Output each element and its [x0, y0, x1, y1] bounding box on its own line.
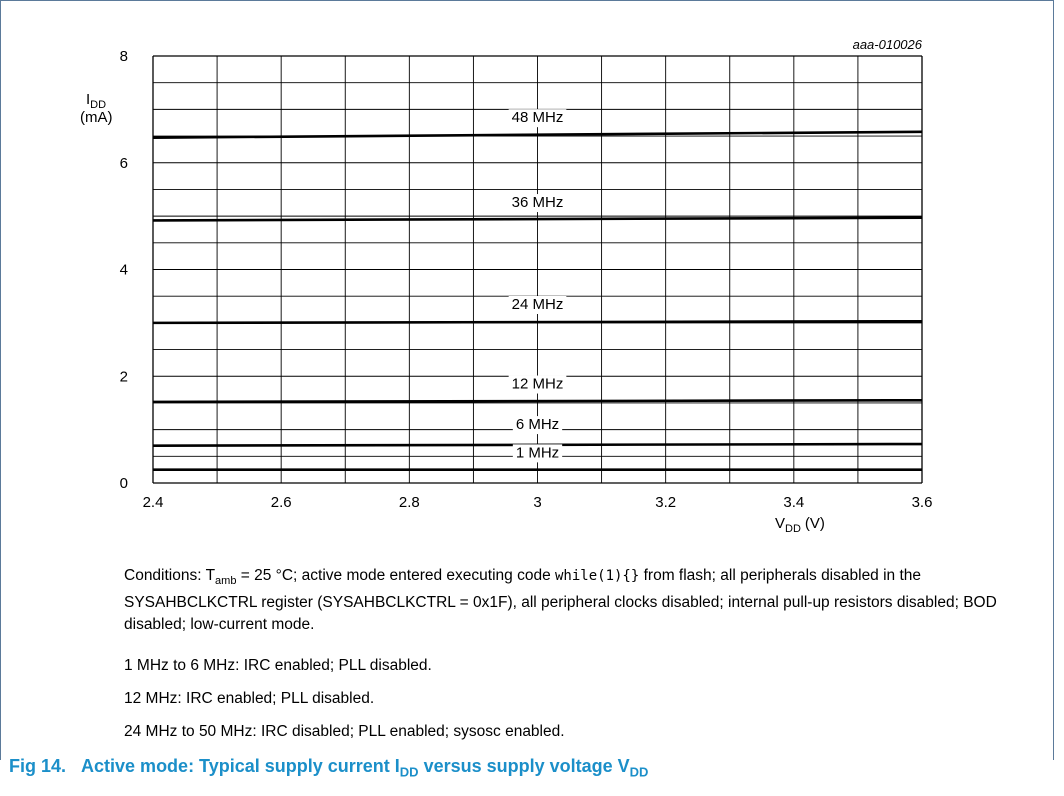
note-line-2: 12 MHz: IRC enabled; PLL disabled. — [124, 690, 375, 707]
frame-left-border — [0, 0, 1, 760]
series-label: 36 MHz — [512, 194, 564, 211]
chart-code: aaa-010026 — [853, 37, 923, 52]
series-line-12-mhz — [152, 398, 923, 404]
series-label: 24 MHz — [512, 296, 564, 313]
conditions-note: Conditions: Tamb = 25 °C; active mode en… — [124, 567, 997, 634]
series-label: 6 MHz — [516, 416, 559, 433]
figure-caption: Fig 14. Active mode: Typical supply curr… — [9, 756, 649, 780]
y-axis-unit: (mA) — [80, 109, 113, 126]
frame-right-border — [1053, 0, 1054, 760]
series-label: 12 MHz — [512, 376, 564, 393]
x-tick-label: 2.8 — [399, 494, 420, 511]
series-label: 1 MHz — [516, 444, 559, 461]
x-tick-label: 2.6 — [271, 494, 292, 511]
series-label-background — [512, 416, 563, 435]
series-labels: 48 MHz 36 MHz 24 MHz 12 MHz 6 MHz 1 MHz — [508, 109, 567, 463]
series-line-36-mhz — [152, 216, 923, 222]
y-tick-label: 2 — [120, 368, 128, 385]
series-label-background — [508, 194, 567, 213]
x-tick-label: 3.4 — [783, 494, 804, 511]
series-label-background — [508, 295, 567, 314]
tick-labels: 2.4 2.6 2.8 3 3.2 3.4 3.6 0 2 4 6 8 — [120, 48, 933, 511]
code-snippet: while(1){} — [555, 568, 640, 584]
x-tick-label: 3.6 — [912, 494, 933, 511]
series-label: 48 MHz — [512, 109, 564, 126]
series-label-background — [508, 375, 567, 394]
figure-number: Fig 14. — [9, 756, 67, 776]
y-tick-label: 0 — [120, 475, 128, 492]
series-lines — [152, 130, 923, 471]
y-tick-label: 8 — [120, 48, 128, 65]
frame-top-border — [0, 0, 1053, 1]
y-tick-label: 4 — [120, 262, 128, 279]
series-line-24-mhz — [152, 319, 923, 325]
y-axis-label: IDD — [86, 91, 106, 111]
x-tick-label: 3.2 — [655, 494, 676, 511]
series-line-48-mhz — [152, 130, 923, 139]
series-label-background — [508, 109, 567, 128]
series-label-background — [512, 444, 563, 463]
note-line-3: 24 MHz to 50 MHz: IRC disabled; PLL enab… — [124, 723, 565, 740]
y-tick-label: 6 — [120, 155, 128, 172]
x-tick-label: 2.4 — [143, 494, 164, 511]
x-axis-label: VDD (V) — [775, 515, 825, 535]
note-line-1: 1 MHz to 6 MHz: IRC enabled; PLL disable… — [124, 657, 432, 674]
x-tick-label: 3 — [533, 494, 541, 511]
